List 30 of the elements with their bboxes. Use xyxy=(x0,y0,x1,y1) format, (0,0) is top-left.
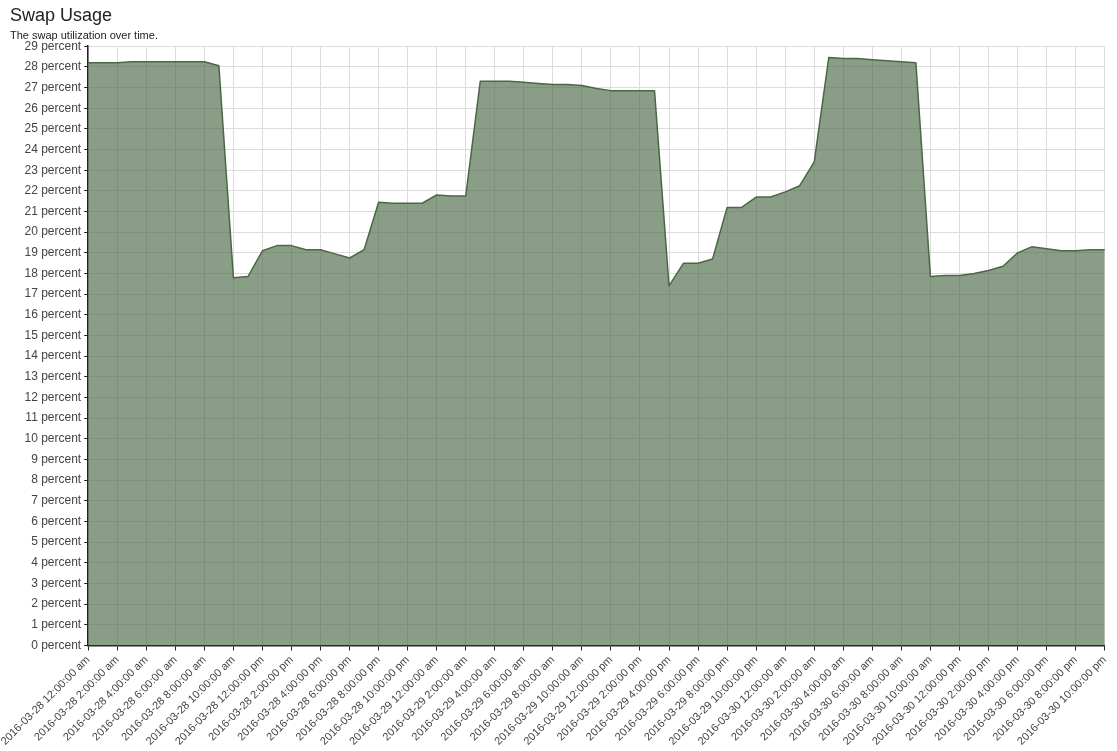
y-tick-label: 24 percent xyxy=(24,141,82,156)
y-tick-label: 10 percent xyxy=(24,431,82,446)
y-tick-label: 9 percent xyxy=(31,451,82,466)
y-tick-label: 21 percent xyxy=(24,203,82,218)
y-tick-label: 2 percent xyxy=(31,596,82,611)
y-tick-label: 11 percent xyxy=(25,410,82,425)
y-tick-label: 8 percent xyxy=(31,472,82,487)
y-tick-label: 12 percent xyxy=(24,389,82,404)
y-tick-label: 5 percent xyxy=(31,534,82,549)
y-tick-label: 1 percent xyxy=(31,617,82,632)
y-tick-label: 25 percent xyxy=(24,121,82,136)
y-tick-label: 15 percent xyxy=(24,327,82,342)
y-tick-label: 20 percent xyxy=(24,224,82,239)
y-tick-label: 14 percent xyxy=(24,348,82,363)
y-tick-label: 6 percent xyxy=(31,513,82,528)
y-tick-label: 13 percent xyxy=(24,369,82,384)
y-tick-label: 0 percent xyxy=(31,637,82,652)
chart-title: Swap Usage xyxy=(10,5,113,26)
y-tick-label: 16 percent xyxy=(24,307,82,322)
y-tick-label: 27 percent xyxy=(24,79,82,94)
y-tick-label: 3 percent xyxy=(31,575,82,590)
y-tick-label: 26 percent xyxy=(24,100,82,115)
y-tick-label: 4 percent xyxy=(31,555,82,570)
y-tick-label: 7 percent xyxy=(31,493,82,508)
y-tick-label: 28 percent xyxy=(24,59,82,74)
y-tick-label: 17 percent xyxy=(24,286,82,301)
y-tick-label: 18 percent xyxy=(24,265,82,280)
y-tick-label: 19 percent xyxy=(24,245,82,260)
y-tick-label: 23 percent xyxy=(24,162,82,177)
y-tick-label: 22 percent xyxy=(24,183,82,198)
